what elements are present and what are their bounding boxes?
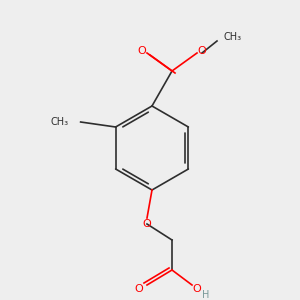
Text: O: O	[198, 46, 206, 56]
Text: O: O	[193, 284, 201, 294]
Text: H: H	[202, 290, 210, 300]
Text: O: O	[135, 284, 143, 294]
Text: O: O	[138, 46, 146, 56]
Text: O: O	[142, 219, 152, 229]
Text: CH₃: CH₃	[50, 117, 69, 127]
Text: CH₃: CH₃	[223, 32, 241, 42]
